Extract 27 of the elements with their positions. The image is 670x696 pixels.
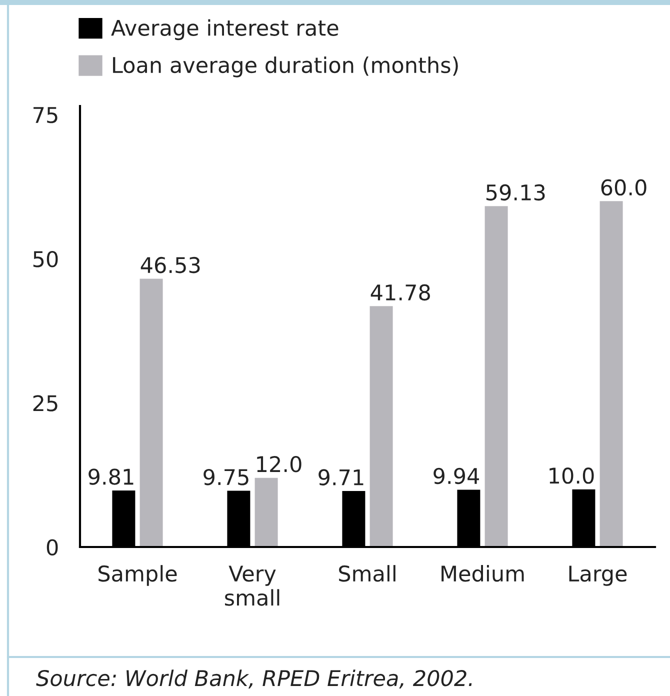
x-tick-label: Sample [98, 565, 177, 586]
data-label: 46.53 [140, 256, 200, 274]
y-tick-label: 0 [46, 539, 58, 556]
legend-label: Loan average duration (months) [113, 56, 458, 78]
data-label: 10.0 [550, 468, 594, 484]
bar [600, 201, 623, 547]
x-tick-label: Medium [442, 565, 524, 582]
x-tick-label: Very small [225, 566, 280, 606]
data-label: 41.78 [370, 284, 430, 301]
data-label: 9.94 [434, 468, 479, 484]
source-note: Source: World Bank, RPED Eritrea, 2002. [36, 670, 472, 688]
y-tick-label: 50 [33, 250, 58, 268]
data-label: 60.0 [601, 179, 646, 196]
bar [140, 278, 163, 547]
bar [370, 306, 393, 547]
data-label: 9.81 [88, 468, 134, 485]
data-label: 9.71 [318, 469, 364, 486]
bar [484, 206, 508, 547]
y-tick-label: 75 [34, 107, 58, 124]
x-tick-label: Large [569, 566, 627, 586]
data-label: 59.13 [486, 184, 545, 201]
data-label: 12.0 [257, 456, 302, 472]
legend-label: Average interest rate [111, 19, 338, 40]
x-tick-label: Small [339, 565, 396, 582]
data-label: 9.75 [204, 468, 248, 486]
bar [254, 478, 278, 547]
y-tick-label: 25 [33, 395, 58, 412]
